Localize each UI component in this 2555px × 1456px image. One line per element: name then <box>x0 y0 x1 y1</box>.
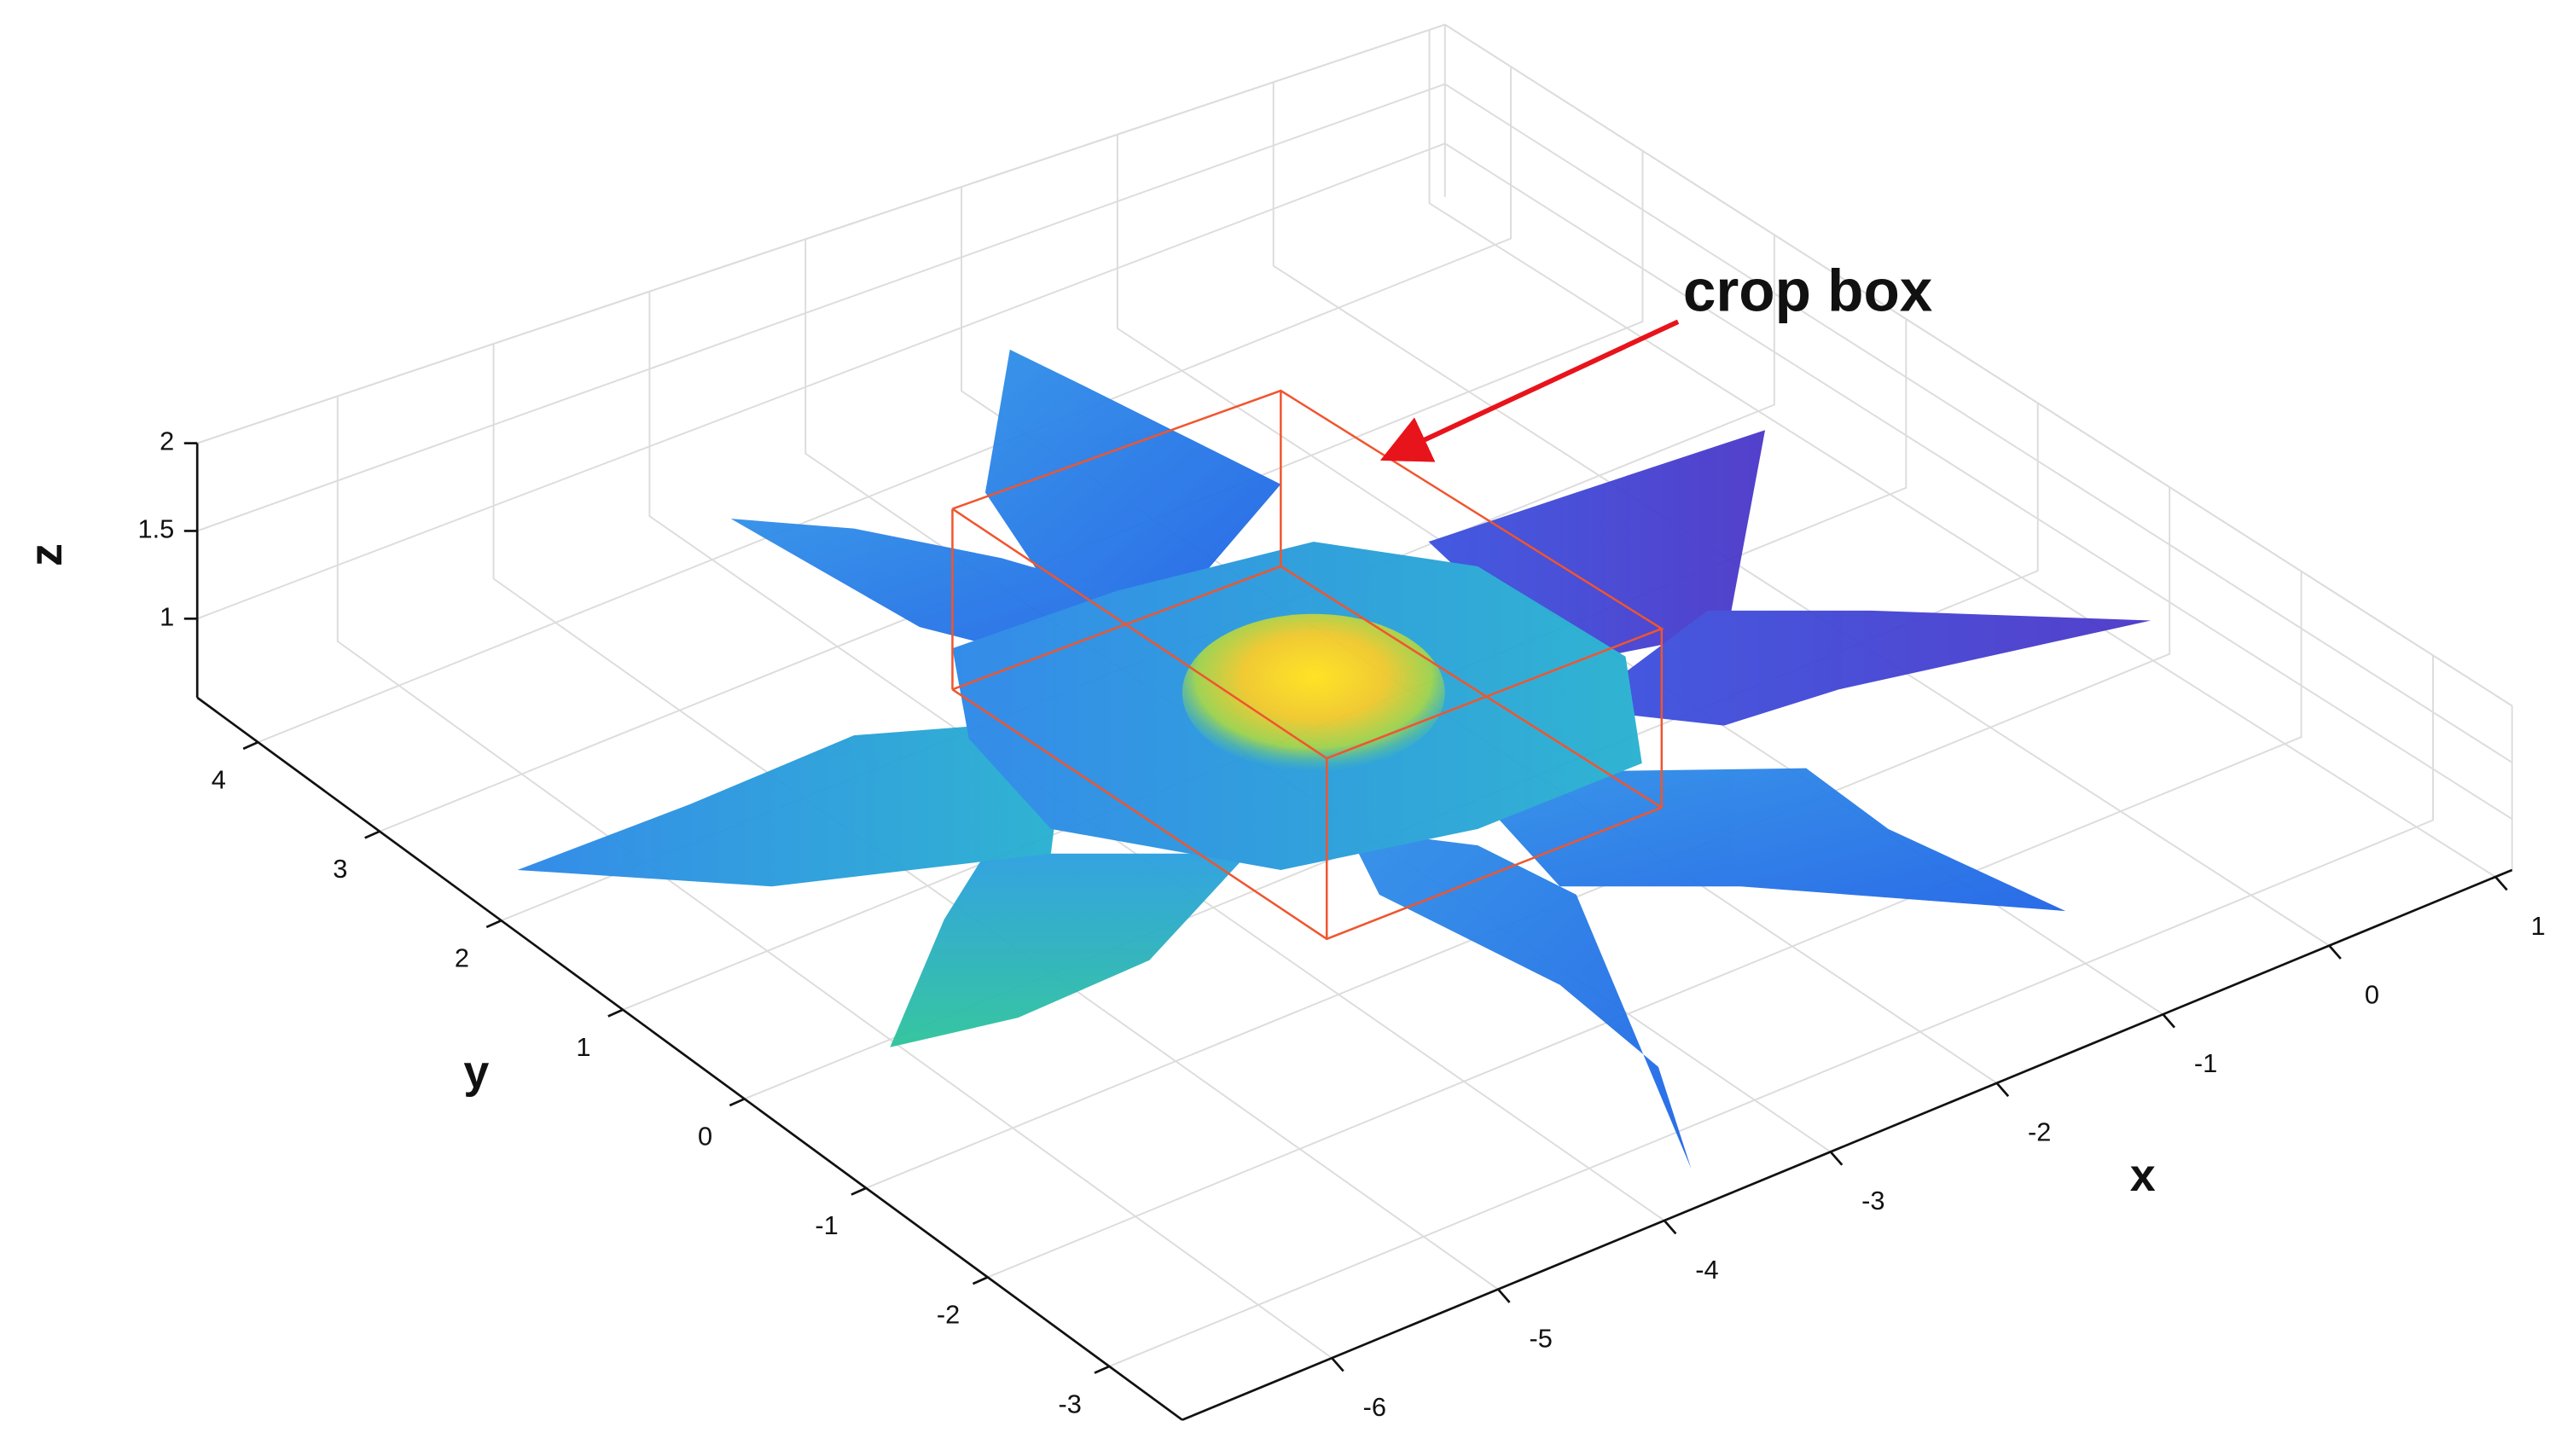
x-tick-label: -5 <box>1529 1323 1552 1353</box>
cloud-arm <box>1346 828 1692 1169</box>
y-tick <box>364 830 380 839</box>
cloud-arm <box>1478 768 2066 912</box>
y-axis-label: y <box>463 1047 489 1098</box>
x-tick <box>2162 1013 2175 1029</box>
y-tick-label: -2 <box>937 1300 960 1330</box>
x-tick <box>2494 876 2508 891</box>
annotation-arrow <box>1379 319 1680 462</box>
x-tick-label: -2 <box>2028 1117 2051 1147</box>
grid-line <box>258 67 1512 744</box>
crop-box <box>951 389 1664 941</box>
x-tick <box>1995 1082 2010 1098</box>
z-tick-label: 1 <box>160 601 174 631</box>
x-tick <box>1497 1288 1511 1303</box>
grid-line <box>1272 82 2330 947</box>
x-tick <box>2328 944 2342 960</box>
x-tick-label: -4 <box>1695 1255 1718 1285</box>
y-tick <box>972 1276 989 1285</box>
x-tick-label: -6 <box>1363 1392 1386 1422</box>
x-tick <box>1829 1151 1844 1166</box>
grid-line <box>196 83 2513 763</box>
y-tick <box>851 1186 867 1196</box>
y-tick-label: -3 <box>1058 1389 1081 1418</box>
grid-line <box>865 487 2171 1189</box>
cloud-arm <box>517 718 1068 887</box>
y-tick-label: 1 <box>576 1032 590 1062</box>
grid-line <box>1428 30 2496 878</box>
x-tick-label: 1 <box>2531 911 2546 941</box>
grid-line <box>1108 655 2435 1367</box>
z-tick-label: 2 <box>160 426 174 456</box>
x-axis-label: x <box>2130 1150 2156 1201</box>
x-tick <box>1331 1357 1344 1372</box>
cloud-dome <box>1182 613 1445 772</box>
y-tick <box>607 1008 624 1018</box>
annotation: crop box <box>1683 258 1933 324</box>
z-axis-label: z <box>20 543 72 566</box>
x-axis <box>1182 868 2513 1421</box>
y-tick <box>729 1098 746 1107</box>
point-cloud <box>517 349 2151 1169</box>
grid-line <box>492 344 1499 1291</box>
y-tick-label: -1 <box>815 1210 838 1240</box>
y-tick <box>1094 1365 1110 1374</box>
y-tick-label: 3 <box>333 854 347 884</box>
y-tick-label: 0 <box>698 1122 712 1151</box>
x-tick-label: -3 <box>1861 1186 1884 1215</box>
y-tick <box>485 919 502 929</box>
x-tick-label: -1 <box>2194 1048 2217 1078</box>
grid-line <box>336 396 1333 1359</box>
x-tick-label: 0 <box>2365 979 2379 1009</box>
cloud-arm <box>890 853 1248 1047</box>
y-axis <box>196 696 1183 1421</box>
grid-line <box>987 571 2302 1279</box>
grid-line <box>648 291 1665 1221</box>
grid-line <box>379 150 1644 832</box>
grid-line <box>196 142 2513 821</box>
z-tick-label: 1.5 <box>137 514 174 544</box>
grid-line <box>196 23 2513 707</box>
cloud-arm <box>1576 610 2151 726</box>
y-tick-label: 4 <box>212 764 226 794</box>
y-tick-label: 2 <box>455 943 469 973</box>
y-tick <box>242 740 259 751</box>
x-tick <box>1663 1220 1677 1235</box>
cloud-arm <box>984 349 1281 600</box>
